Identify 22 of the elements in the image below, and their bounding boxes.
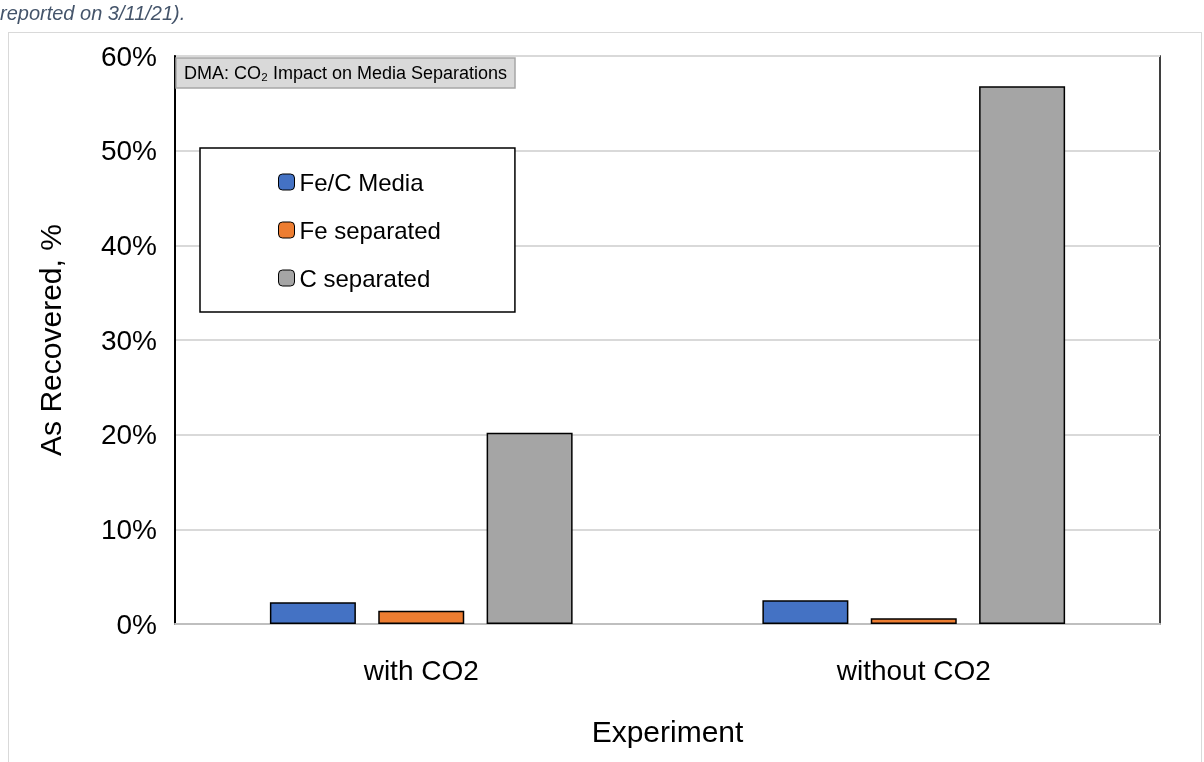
bar [870,618,957,624]
bar [979,86,1066,624]
x-tick-label: without CO2 [835,654,991,686]
y-tick-label: 0% [116,608,157,640]
y-tick-label: 50% [100,135,157,167]
legend-label: Fe separated [299,216,441,244]
y-tick-label: 40% [100,229,157,261]
bar [486,432,573,624]
bar [378,610,465,624]
y-tick-label: 30% [100,324,157,356]
bar [269,602,356,624]
x-tick-label: with CO2 [362,654,479,686]
text: reported on 3/11/21). [0,2,186,25]
y-tick-label: 20% [100,419,157,451]
y-tick-label: 60% [100,40,157,72]
y-axis-title: As Recovered, % [33,224,67,456]
x-axis-title: Experiment [591,714,745,748]
bar [762,600,849,624]
y-tick-label: 10% [100,513,157,545]
legend-label: C separated [299,264,431,292]
legend-label: Fe/C Media [299,168,425,196]
chart-title: DMA: CO₂ Impact on Media Separations [184,63,508,83]
